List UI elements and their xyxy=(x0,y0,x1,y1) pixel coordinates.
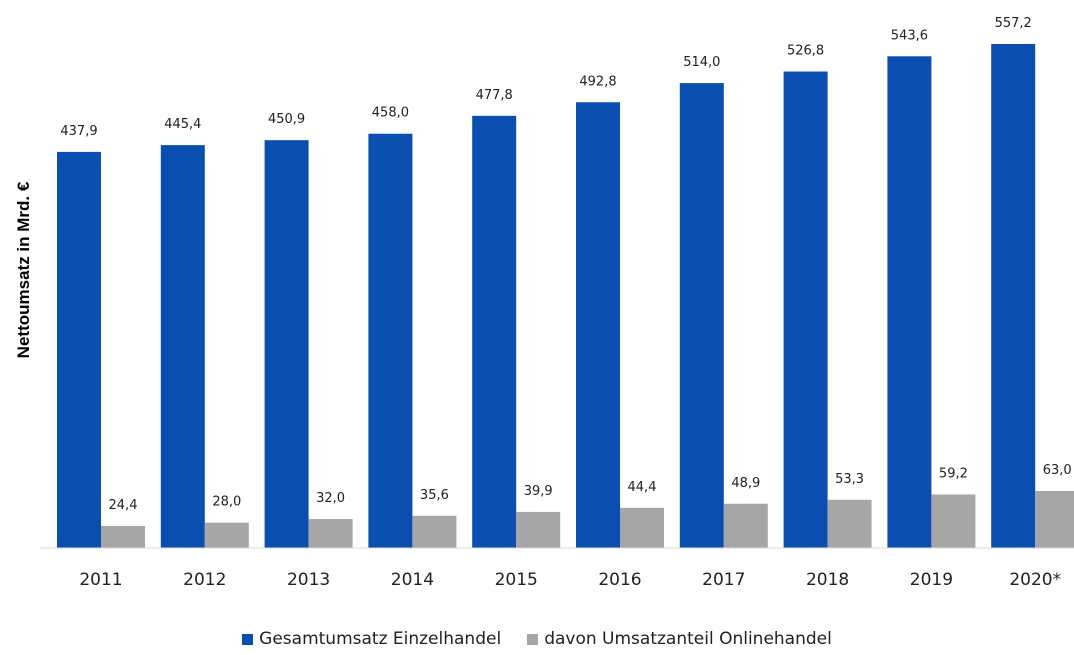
x-tick-2015: 2015 xyxy=(495,570,538,590)
bar-online-2012 xyxy=(204,522,249,548)
bar-online-2019 xyxy=(931,494,976,548)
data-label-total-2016: 492,8 xyxy=(579,74,616,89)
data-label-total-2012: 445,4 xyxy=(164,117,201,132)
data-label-online-2013: 32,0 xyxy=(316,491,345,506)
bar-total-2015 xyxy=(472,115,517,548)
x-tick-2019: 2019 xyxy=(910,570,953,590)
data-label-total-2017: 514,0 xyxy=(683,55,720,70)
bar-total-2014 xyxy=(368,133,413,548)
data-label-total-2013: 450,9 xyxy=(268,112,305,127)
data-label-online-2016: 44,4 xyxy=(628,480,657,495)
bar-online-2015 xyxy=(516,511,561,548)
bar-online-2014 xyxy=(412,515,457,548)
bar-total-2012 xyxy=(160,145,205,549)
data-label-total-2020: 557,2 xyxy=(995,16,1032,31)
bar-total-2013 xyxy=(264,140,309,548)
data-label-online-2019: 59,2 xyxy=(939,466,968,481)
data-label-total-2014: 458,0 xyxy=(372,106,409,121)
x-tick-2013: 2013 xyxy=(287,570,330,590)
x-tick-2014: 2014 xyxy=(391,570,434,590)
x-tick-2017: 2017 xyxy=(702,570,745,590)
legend: Gesamtumsatz Einzelhandel davon Umsatzan… xyxy=(0,627,1074,651)
x-tick-2011: 2011 xyxy=(79,570,122,590)
legend-item-total: Gesamtumsatz Einzelhandel xyxy=(242,629,501,649)
bar-online-2011 xyxy=(101,525,145,548)
x-tick-2016: 2016 xyxy=(598,570,641,590)
bar-online-2013 xyxy=(308,519,353,548)
data-label-online-2014: 35,6 xyxy=(420,488,449,503)
x-tick-labels: 2011 2012 2013 2014 2015 2016 2017 2018 2019 2020… xyxy=(79,570,1061,590)
bar-total-2020 xyxy=(991,44,1036,548)
data-label-total-2011: 437,9 xyxy=(60,124,97,139)
bar-total-2018 xyxy=(783,71,828,548)
bar-online-2020 xyxy=(1035,491,1074,548)
bar-chart: Nettoumsatz in Mrd. € 437,9 24,4 445,4 28,0… xyxy=(14,16,1074,590)
data-label-online-2012: 28,0 xyxy=(212,495,241,510)
bar-total-2017 xyxy=(679,83,724,548)
data-label-total-2019: 543,6 xyxy=(891,28,928,43)
bar-total-2019 xyxy=(887,56,932,548)
legend-swatch-online xyxy=(527,633,539,645)
data-label-online-2020: 63,0 xyxy=(1043,463,1072,478)
legend-item-online: davon Umsatzanteil Onlinehandel xyxy=(527,629,832,649)
x-tick-2018: 2018 xyxy=(806,570,849,590)
bar-online-2018 xyxy=(827,499,872,548)
y-axis-label: Nettoumsatz in Mrd. € xyxy=(14,181,33,358)
data-label-online-2011: 24,4 xyxy=(109,498,138,513)
data-label-online-2018: 53,3 xyxy=(835,472,864,487)
data-label-total-2018: 526,8 xyxy=(787,43,824,58)
legend-label-online: davon Umsatzanteil Onlinehandel xyxy=(544,629,832,649)
x-tick-2020: 2020* xyxy=(1009,570,1061,590)
bar-total-2011 xyxy=(57,151,101,548)
x-tick-2012: 2012 xyxy=(183,570,226,590)
data-label-total-2015: 477,8 xyxy=(476,88,513,103)
data-label-online-2015: 39,9 xyxy=(524,484,553,499)
legend-label-total: Gesamtumsatz Einzelhandel xyxy=(259,629,502,649)
bar-total-2016 xyxy=(576,102,620,549)
data-label-online-2017: 48,9 xyxy=(731,476,760,491)
bars-group: 437,9 24,4 445,4 28,0 450,9 32,0 458,0 35,6 477,… xyxy=(57,16,1074,549)
legend-swatch-total xyxy=(242,633,254,645)
bar-online-2016 xyxy=(620,507,664,548)
bar-online-2017 xyxy=(723,503,768,548)
